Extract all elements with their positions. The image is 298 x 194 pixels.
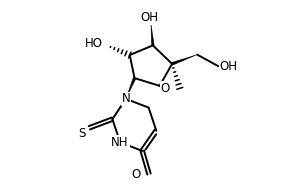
Polygon shape	[151, 24, 154, 46]
Text: N: N	[122, 92, 130, 105]
Text: NH: NH	[111, 136, 129, 149]
Text: O: O	[132, 168, 141, 181]
Polygon shape	[126, 78, 136, 99]
Text: O: O	[160, 82, 170, 95]
Text: OH: OH	[141, 11, 159, 24]
Text: HO: HO	[85, 36, 103, 50]
Polygon shape	[172, 55, 197, 65]
Text: S: S	[78, 127, 86, 140]
Text: OH: OH	[219, 60, 237, 73]
